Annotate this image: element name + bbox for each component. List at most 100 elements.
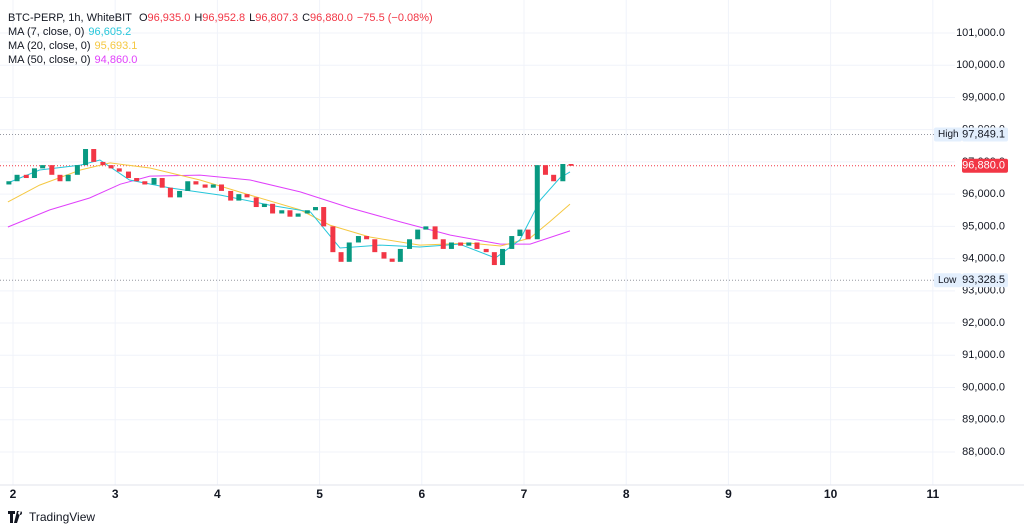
candle-body — [568, 164, 574, 166]
candle-body — [304, 210, 310, 214]
candle-body — [177, 190, 183, 198]
candle-body — [355, 236, 361, 243]
candle-body — [253, 197, 259, 208]
legend-name: MA (20, close, 0) — [8, 40, 91, 52]
candle-body — [415, 229, 421, 240]
candle-body — [236, 194, 242, 201]
candle-body — [466, 242, 472, 246]
logo — [8, 511, 23, 523]
candle-body — [14, 174, 20, 182]
candle-body — [159, 178, 165, 188]
candle-body — [83, 149, 89, 166]
candle-body — [525, 229, 531, 240]
y-tick-label: 101,000.0 — [956, 27, 1005, 39]
candle-body — [560, 164, 566, 182]
candle-body — [509, 236, 515, 249]
low-badge-bg — [962, 273, 1008, 288]
candle-body — [432, 226, 438, 240]
last-price-badge: 96,880.0 — [962, 160, 1005, 172]
candle-body — [440, 239, 446, 249]
y-tick-label: 92,000.0 — [962, 317, 1005, 329]
ohlc-item: L96,807.3 — [249, 12, 298, 24]
candle-body — [193, 181, 199, 185]
x-tick-label: 7 — [521, 487, 528, 501]
ohlc-value: 96,952.8 — [202, 12, 246, 24]
ohlc-key: C — [302, 12, 311, 24]
change: −75.5 (−0.08%) — [356, 12, 433, 24]
branding: TradingView — [8, 510, 95, 524]
candle-body — [40, 165, 46, 169]
candle-body — [202, 184, 208, 188]
candle-body — [407, 239, 413, 249]
candle-body — [338, 252, 344, 262]
candle-body — [346, 242, 352, 262]
candle-body — [330, 226, 336, 253]
y-tick-label: 88,000.0 — [962, 446, 1005, 458]
legend-name: MA (50, close, 0) — [8, 54, 91, 66]
candle-body — [542, 165, 548, 175]
candle-body — [6, 181, 12, 185]
y-tick-label: 100,000.0 — [956, 59, 1005, 71]
x-tick-label: 10 — [824, 487, 838, 501]
candle-body — [49, 165, 55, 175]
legend: BTC-PERP, 1h, WhiteBIT O96,935.0 H96,952.… — [8, 11, 437, 67]
brand-name: TradingView — [29, 510, 96, 524]
candle-body — [116, 168, 122, 172]
low-tag-bg — [934, 273, 962, 288]
high-tag-bg — [934, 127, 962, 142]
legend-row: MA (20, close, 0) 95,693.1 — [8, 39, 437, 53]
y-tick-label: 95,000.0 — [962, 220, 1005, 232]
candle-body — [313, 207, 319, 211]
y-tick-label: 90,000.0 — [962, 381, 1005, 393]
ohlc-item: H96,952.8 — [194, 12, 245, 24]
x-tick-label: 2 — [10, 487, 17, 501]
candle-body — [364, 236, 370, 240]
ma-line — [7, 159, 571, 259]
y-tick-label: 91,000.0 — [962, 349, 1005, 361]
x-tick-label: 11 — [926, 487, 939, 501]
y-tick-label: 99,000.0 — [962, 91, 1005, 103]
candle-body — [491, 252, 497, 266]
candle-body — [210, 184, 216, 188]
candle-body — [100, 161, 106, 166]
candle-body — [185, 181, 191, 191]
candle-body — [500, 248, 506, 266]
candle-body — [534, 165, 540, 240]
ohlc-key: H — [194, 12, 203, 24]
last-price-badge-bg — [962, 158, 1008, 173]
y-tick-label: 93,000.0 — [962, 285, 1005, 297]
x-tick-label: 4 — [214, 487, 221, 501]
candle-body — [151, 178, 157, 185]
candle-body — [458, 242, 464, 246]
x-tick-label: 6 — [418, 487, 425, 501]
high-badge: 97,849.1 — [962, 128, 1005, 140]
candle-body — [74, 165, 80, 175]
ohlc-key: O — [138, 12, 148, 24]
header-row: BTC-PERP, 1h, WhiteBIT O96,935.0 H96,952.… — [8, 11, 437, 25]
x-tick-label: 9 — [725, 487, 732, 501]
y-tick-label: 96,000.0 — [962, 188, 1005, 200]
candle-body — [474, 242, 480, 249]
legend-value: 94,860.0 — [94, 54, 138, 66]
ohlc-item: O96,935.0 — [139, 12, 190, 24]
legend-value: 95,693.1 — [94, 40, 138, 52]
candle-body — [125, 171, 131, 179]
candle-body — [448, 242, 454, 249]
ohlc-value: 96,935.0 — [147, 12, 191, 24]
candle-body — [218, 184, 224, 191]
candle-body — [57, 174, 63, 182]
candle-body — [261, 203, 267, 208]
candle-body — [423, 226, 429, 230]
candle-body — [389, 258, 395, 262]
candle-body — [134, 178, 140, 182]
candle-body — [65, 174, 71, 182]
candle-body — [321, 207, 327, 227]
ma-line — [7, 174, 571, 245]
candle-body — [517, 229, 523, 237]
ohlc-value: 96,807.3 — [255, 12, 299, 24]
candle-body — [228, 190, 234, 201]
low-tag: Low — [938, 275, 957, 286]
x-tick-label: 8 — [623, 487, 630, 501]
candle-body — [108, 165, 114, 169]
